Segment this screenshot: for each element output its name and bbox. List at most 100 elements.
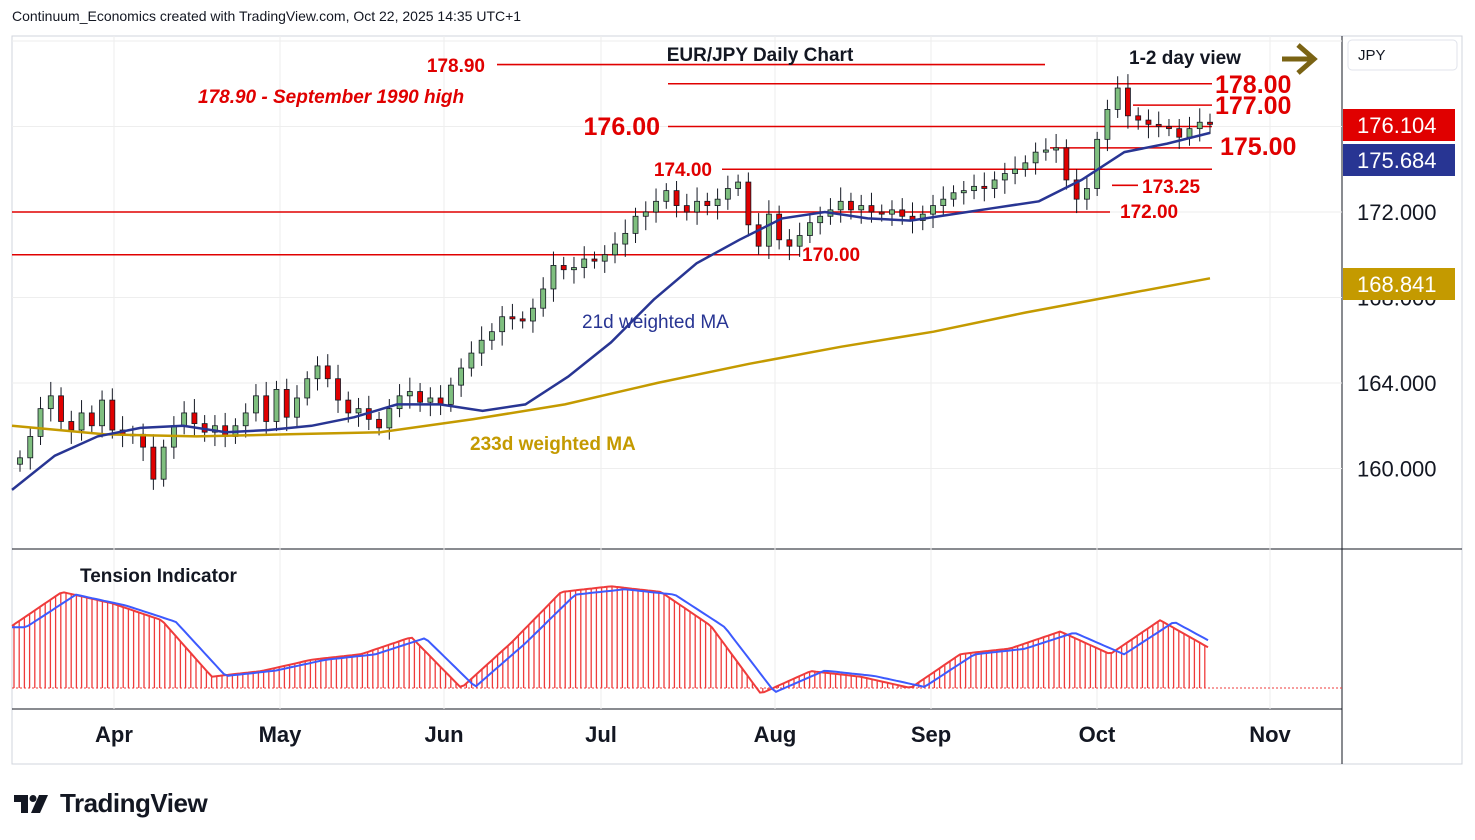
candle-body xyxy=(58,395,64,422)
candle-body xyxy=(950,192,957,200)
candle-body xyxy=(499,316,506,333)
candle-body xyxy=(653,200,659,213)
level-label-173-25: 173.25 xyxy=(1142,177,1201,198)
candle-body xyxy=(345,399,352,414)
ma21-label: 21d weighted MA xyxy=(582,312,729,333)
candle-body xyxy=(1176,128,1183,138)
candle-body xyxy=(283,389,290,418)
candle-body xyxy=(530,307,536,322)
right-arrow-icon xyxy=(1282,43,1318,75)
candle-body xyxy=(427,397,434,403)
candle-body xyxy=(745,181,752,226)
candle-body xyxy=(1073,179,1080,200)
candle-body xyxy=(78,412,85,431)
candle-body xyxy=(724,188,731,200)
candle-body xyxy=(1083,188,1090,200)
candle-body xyxy=(960,190,967,194)
candle-body xyxy=(468,352,475,369)
candle-body xyxy=(591,258,598,262)
candle-body xyxy=(355,408,362,414)
candle-body xyxy=(683,205,690,213)
candle-body xyxy=(817,215,824,224)
candle-body xyxy=(181,412,188,427)
candle-body xyxy=(858,205,865,211)
candle-body xyxy=(458,367,465,386)
candle-body xyxy=(253,395,259,414)
candle-body xyxy=(17,457,23,465)
level-label-177-00: 177.00 xyxy=(1215,92,1291,120)
candle-body xyxy=(1094,138,1101,189)
candle-body xyxy=(899,209,906,217)
candle-body xyxy=(704,200,711,206)
price-tick-label: 172.000 xyxy=(1357,200,1437,225)
candle-body xyxy=(765,213,772,247)
candle-body xyxy=(150,446,157,480)
candle-body xyxy=(160,446,167,480)
month-tick-label: Nov xyxy=(1249,722,1291,747)
candle-body xyxy=(519,318,526,322)
candle-body xyxy=(632,215,639,234)
candle-body xyxy=(109,399,116,431)
candle-body xyxy=(47,395,54,410)
ma-233-line xyxy=(11,277,1211,438)
level-label-172-00: 172.00 xyxy=(1120,202,1178,223)
candle-body xyxy=(417,391,423,403)
candle-body xyxy=(622,232,629,245)
month-tick-label: Aug xyxy=(754,722,797,747)
candle-body xyxy=(1155,123,1162,127)
candle-body xyxy=(1063,147,1070,181)
candle-body xyxy=(1125,87,1131,117)
candle-body xyxy=(314,365,321,380)
candle-body xyxy=(242,412,249,427)
candle-body xyxy=(396,395,403,410)
time-axis-ticks: Apr May Jun Jul Aug Sep Oct Nov xyxy=(95,722,1291,747)
candle-body xyxy=(940,198,947,206)
candle-body xyxy=(478,339,485,354)
month-tick-label: Sep xyxy=(911,722,951,747)
candle-body xyxy=(796,235,803,247)
candle-body xyxy=(1022,162,1029,170)
candle-body xyxy=(673,190,680,206)
candle-body xyxy=(837,200,844,211)
currency-label: JPY xyxy=(1358,47,1386,64)
price-tags: 176.104 175.684 168.841 xyxy=(1343,109,1455,300)
price-tag-value: 176.104 xyxy=(1357,113,1437,138)
candle-body xyxy=(1032,151,1039,164)
candle-body xyxy=(550,265,557,290)
candle-body xyxy=(581,258,588,268)
candle-body xyxy=(406,391,413,397)
candle-body xyxy=(642,211,649,217)
candle-body xyxy=(1042,149,1049,153)
price-tag-value: 175.684 xyxy=(1357,148,1437,173)
candle-body xyxy=(1053,147,1060,151)
candle-body xyxy=(1207,121,1213,125)
tension-blue-line xyxy=(12,588,1209,693)
candle-body xyxy=(1196,121,1203,130)
candle-body xyxy=(99,399,105,427)
candle-body xyxy=(1114,87,1121,110)
price-tag-bg xyxy=(1343,268,1455,300)
candle-body xyxy=(447,384,454,405)
candle-body xyxy=(560,265,567,271)
candle-body xyxy=(807,222,813,236)
tradingview-logo[interactable]: TradingView xyxy=(14,788,208,819)
level-label-175-00: 175.00 xyxy=(1220,133,1296,161)
ma233-label: 233d weighted MA xyxy=(470,434,636,455)
month-tick-label: Jul xyxy=(585,722,617,747)
candle-body xyxy=(488,331,495,341)
candle-body xyxy=(1135,115,1142,121)
candle-body xyxy=(571,267,577,271)
candle-body xyxy=(868,205,875,213)
candle-body xyxy=(848,200,854,211)
tension-histogram xyxy=(13,586,1206,693)
currency-label-box[interactable]: JPY xyxy=(1347,39,1458,71)
candle-body xyxy=(376,418,382,429)
candle-body xyxy=(663,190,670,202)
month-tick-label: May xyxy=(259,722,303,747)
candle-body xyxy=(1104,109,1111,140)
candle-body xyxy=(981,185,988,189)
month-tick-label: Apr xyxy=(95,722,133,747)
month-tick-label: Oct xyxy=(1079,722,1116,747)
chart-title: EUR/JPY Daily Chart xyxy=(667,45,854,66)
